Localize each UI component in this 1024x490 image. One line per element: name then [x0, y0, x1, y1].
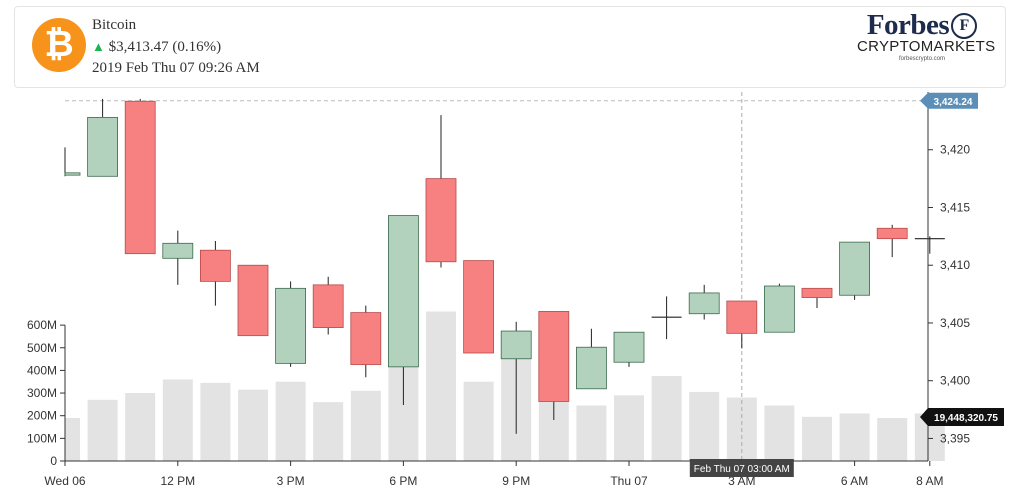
candle-body[interactable] — [87, 117, 118, 177]
price-tick-label: 3,420 — [940, 143, 970, 157]
current-volume-tag — [920, 407, 1004, 426]
volume-bar — [65, 417, 80, 461]
brand-subtitle: CRYPTOMARKETS — [857, 38, 996, 55]
price-text: $3,413.47 (0.16%) — [108, 39, 222, 55]
x-tick-label: 3 AM — [728, 474, 755, 488]
x-tick-label: Wed 06 — [44, 474, 85, 488]
volume-bar — [275, 381, 306, 461]
candle-body[interactable] — [726, 300, 758, 334]
forbes-cryptomarkets-logo[interactable]: Forbes F CRYPTOMARKETS forbescrypto.com — [857, 9, 996, 62]
volume-bar — [200, 382, 231, 461]
volume-bar — [350, 390, 381, 461]
candle-body[interactable] — [500, 330, 532, 360]
volume-bar — [313, 402, 344, 461]
candle-body[interactable] — [876, 227, 908, 240]
candle-body[interactable] — [688, 292, 720, 315]
volume-bar — [689, 391, 720, 461]
crosshair-time-label: Feb Thu 07 03:00 AM — [694, 464, 790, 475]
price-tick-label: 3,410 — [940, 258, 970, 272]
x-tick-label: 6 AM — [841, 474, 868, 488]
price-timestamp: 2019 Feb Thu 07 09:26 AM — [92, 60, 260, 76]
volume-bar — [162, 379, 193, 461]
candle-body[interactable] — [613, 331, 645, 363]
x-tick-label: 9 PM — [502, 474, 530, 488]
x-tick-label: 8 AM — [916, 474, 943, 488]
coin-name: Bitcoin — [92, 17, 137, 33]
candle-body[interactable] — [764, 285, 795, 333]
brand-name: Forbes F — [857, 9, 987, 42]
price-change: ▲ $3,413.47 (0.16%) — [92, 36, 260, 58]
price-tick-label: 3,400 — [940, 374, 970, 388]
price-tick-label: 3,405 — [940, 316, 970, 330]
candle-body[interactable] — [839, 241, 870, 296]
x-tick-label: 6 PM — [389, 474, 417, 488]
volume-bar — [877, 417, 908, 461]
bitcoin-logo-icon: ₿ — [32, 18, 86, 72]
volume-bar — [764, 405, 795, 461]
candle-body[interactable] — [387, 215, 419, 368]
volume-tick-label: 100M — [27, 431, 57, 445]
volume-bar — [87, 399, 118, 461]
candle-body[interactable] — [576, 346, 607, 390]
volume-bar — [839, 413, 870, 461]
current-volume-label: 19,448,320.75 — [934, 413, 998, 424]
candle-body[interactable] — [801, 287, 833, 298]
candle-body[interactable] — [463, 260, 495, 354]
volume-bar — [426, 311, 456, 461]
current-price-label: 3,424.24 — [934, 97, 973, 108]
candle-body[interactable] — [162, 242, 194, 259]
candle-body[interactable] — [237, 264, 269, 337]
x-tick-label: Thu 07 — [610, 474, 648, 488]
price-tick-label: 3,415 — [940, 200, 970, 214]
ticker-info: Bitcoin ▲ $3,413.47 (0.16%) 2019 Feb Thu… — [92, 15, 260, 79]
volume-tick-label: 500M — [27, 341, 57, 355]
volume-bar — [238, 389, 268, 461]
volume-bar — [614, 395, 644, 461]
candle-body[interactable] — [350, 312, 382, 365]
price-tick-label: 3,395 — [940, 431, 970, 445]
volume-bar — [125, 393, 156, 461]
volume-bar — [651, 376, 682, 461]
candle-body[interactable] — [538, 311, 570, 402]
candle-body[interactable] — [64, 172, 81, 176]
ticker-header: ₿ Bitcoin ▲ $3,413.47 (0.16%) 2019 Feb T… — [14, 6, 1006, 88]
current-price-tag — [920, 92, 978, 109]
brand-f-icon: F — [951, 13, 978, 39]
volume-tick-label: 400M — [27, 363, 57, 377]
x-tick-label: 3 PM — [277, 474, 305, 488]
volume-bar — [802, 416, 832, 461]
candle-body[interactable] — [275, 287, 307, 364]
candle-body[interactable] — [312, 284, 344, 328]
candle-body[interactable] — [425, 178, 457, 263]
volume-bar — [463, 381, 494, 461]
candle-body[interactable] — [124, 100, 156, 255]
volume-bar — [576, 405, 607, 461]
up-arrow-icon: ▲ — [92, 39, 105, 54]
candle-body[interactable] — [199, 249, 231, 282]
volume-tick-label: 200M — [27, 409, 57, 423]
volume-tick-label: 600M — [27, 318, 57, 332]
volume-tick-label: 300M — [27, 386, 57, 400]
volume-tick-label: 0 — [50, 454, 57, 468]
x-tick-label: 12 PM — [160, 474, 195, 488]
brand-word: Forbes — [866, 9, 950, 41]
crosshair-time-tag — [689, 459, 794, 477]
brand-url[interactable]: forbescrypto.com — [898, 56, 946, 62]
